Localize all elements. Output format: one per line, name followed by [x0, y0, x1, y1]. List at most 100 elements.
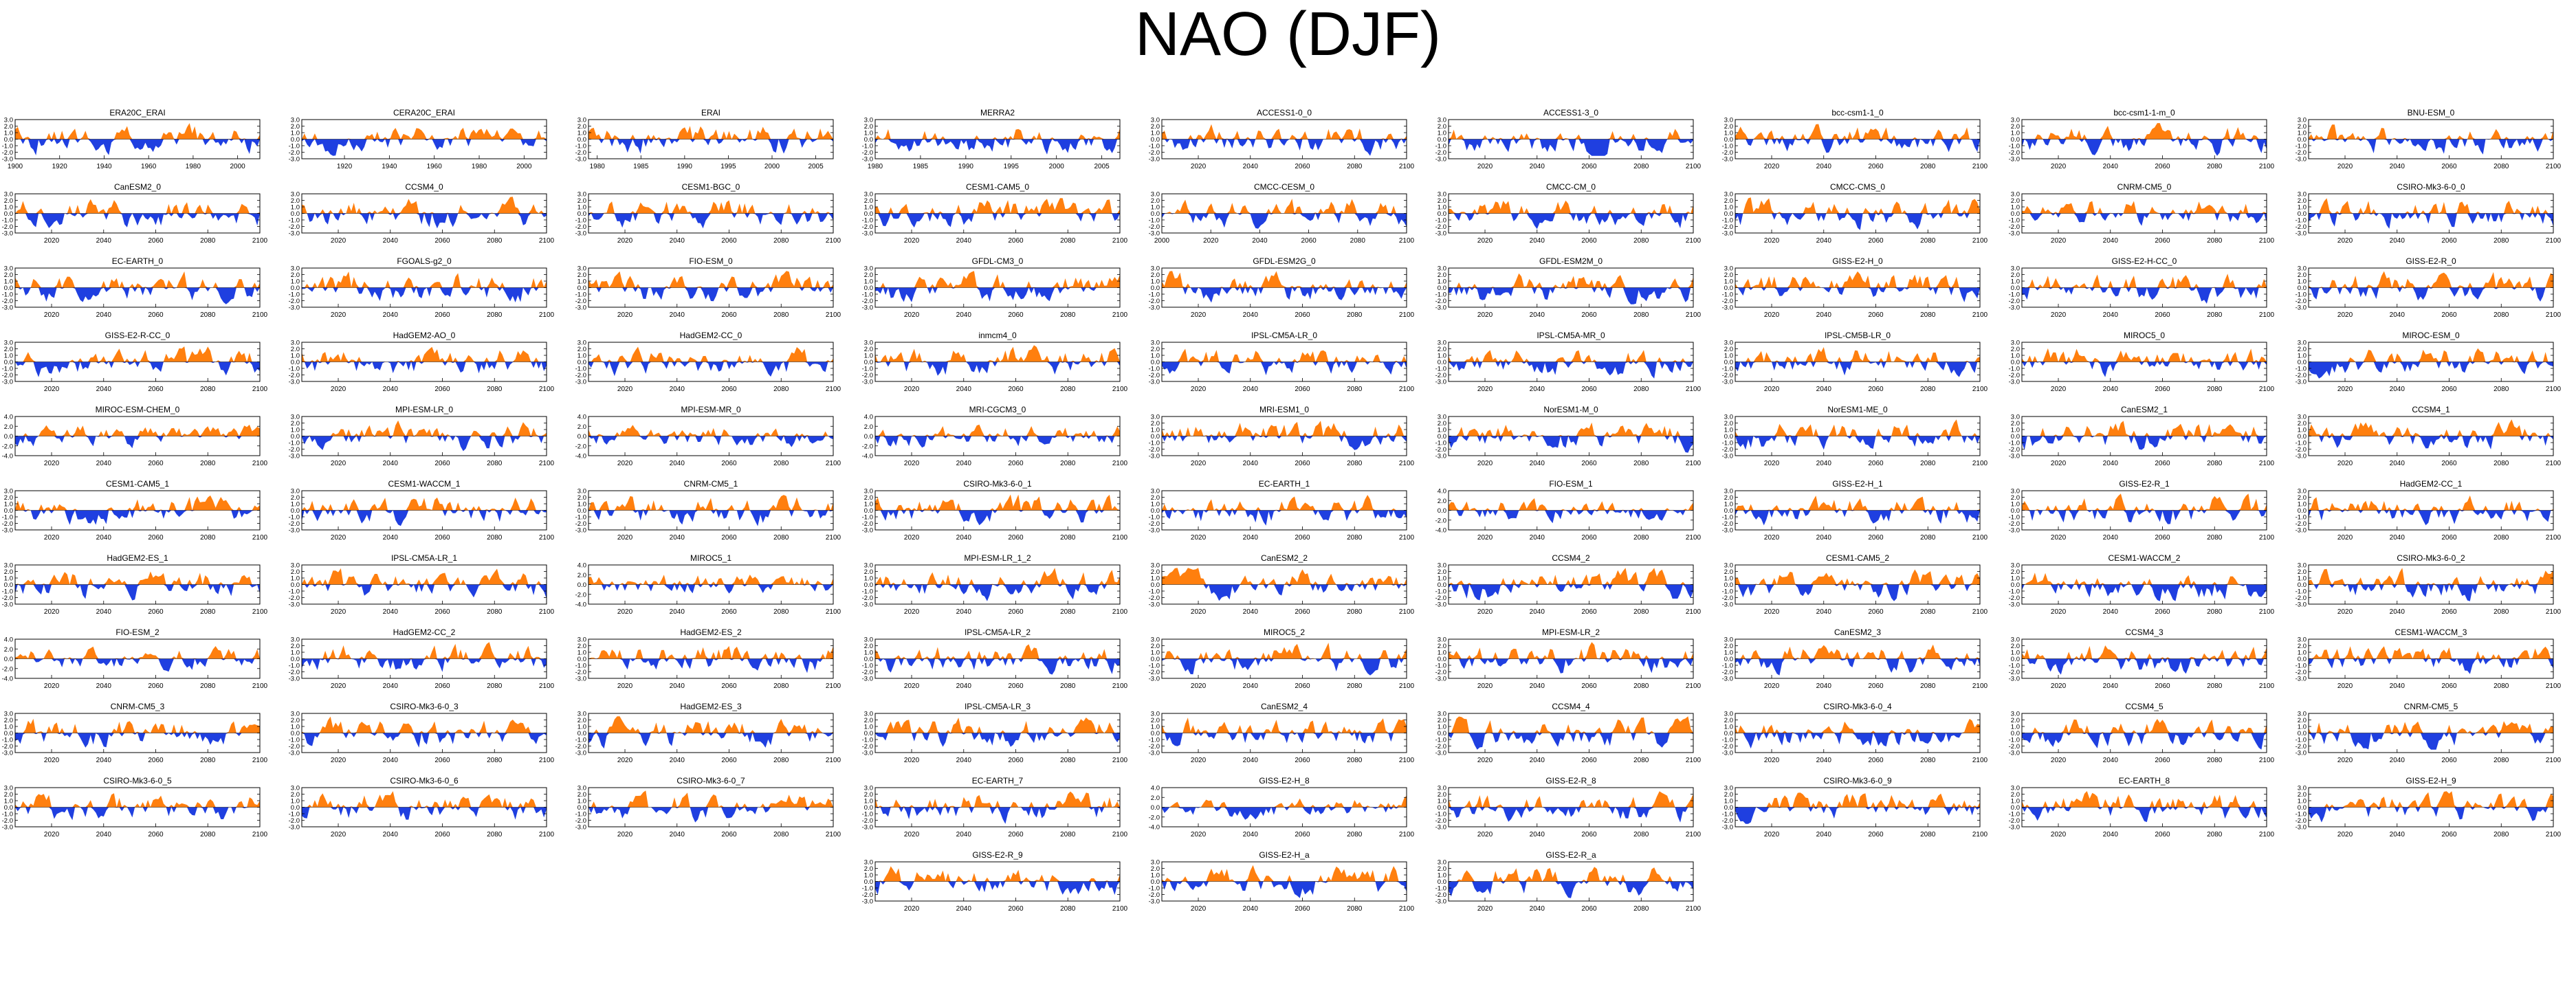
y-tick-label: 3.0	[2298, 265, 2307, 273]
x-tick-label: 2080	[2494, 311, 2509, 319]
y-tick-label: 1.0	[1438, 724, 1446, 731]
negative-area	[2309, 733, 2553, 750]
x-tick-label: 2100	[2546, 386, 2562, 393]
y-tick-label: 2.0	[4, 791, 13, 799]
x-tick-label: 2020	[331, 608, 346, 616]
y-tick-label: -1.0	[2296, 663, 2307, 670]
negative-area	[588, 436, 833, 447]
x-tick-label: 2080	[1633, 237, 1649, 245]
y-tick-label: 1.0	[864, 872, 873, 880]
x-tick-label: 2080	[773, 460, 789, 467]
y-tick-label: 2.0	[1151, 197, 1160, 205]
x-tick-label: 2040	[2103, 682, 2119, 690]
x-tick-label: 2040	[956, 682, 972, 690]
panel-title: GISS-E2-R_9	[972, 850, 1023, 860]
y-tick-label: 4.0	[4, 636, 13, 644]
y-tick-label: 1.0	[864, 501, 873, 509]
y-tick-label: -1.0	[862, 737, 873, 744]
panel-title: EC-EARTH_1	[1259, 479, 1310, 489]
positive-area	[302, 271, 547, 288]
negative-area	[875, 139, 1120, 155]
y-tick-label: -1.0	[2296, 217, 2307, 225]
y-tick-label: -2.0	[289, 298, 300, 305]
panel-CSIRO-Mk3-6-0_9: CSIRO-Mk3-6-0_9 3.02.01.00.0-1.0-2.0-3.0 2…	[1722, 776, 1988, 838]
y-tick-label: -2.0	[1435, 149, 1446, 157]
y-tick-label: 1.0	[577, 798, 586, 805]
y-tick-label: 3.0	[291, 117, 300, 124]
panel-title: CanESM2_2	[1261, 553, 1308, 563]
y-tick-label: 1.0	[1151, 575, 1160, 583]
negative-area	[2022, 362, 2267, 377]
x-tick-label: 2040	[1243, 386, 1259, 393]
y-tick-label: 3.0	[864, 711, 873, 718]
y-tick-label: 0.0	[4, 136, 13, 144]
negative-area	[1449, 658, 1693, 674]
y-tick-label: -1.0	[862, 291, 873, 299]
y-tick-label: 0.0	[1438, 878, 1446, 886]
y-tick-label: 1.0	[864, 204, 873, 212]
x-tick-label: 2060	[2441, 460, 2457, 467]
x-tick-label: 2060	[434, 237, 450, 245]
y-tick-label: -4.0	[2, 453, 13, 460]
x-tick-label: 2020	[617, 682, 633, 690]
panel-MIROC-ESM_0: MIROC-ESM_0 3.02.01.00.0-1.0-2.0-3.0 2020 2…	[2296, 331, 2562, 393]
y-tick-label: -1.0	[1435, 588, 1446, 596]
x-tick-label: 2020	[617, 608, 633, 616]
x-tick-label: 2060	[721, 386, 737, 393]
negative-area	[2022, 436, 2267, 450]
x-tick-label: 2020	[904, 831, 920, 838]
x-tick-label: 2040	[383, 386, 399, 393]
y-tick-label: -1.0	[2009, 737, 2020, 744]
x-tick-label: 2080	[487, 682, 503, 690]
y-tick-label: 3.0	[2011, 414, 2020, 421]
y-tick-label: 0.0	[4, 507, 13, 515]
y-tick-label: 1.0	[1151, 501, 1160, 509]
y-tick-label: -1.0	[2, 143, 13, 151]
x-tick-label: 2020	[904, 386, 920, 393]
panel-title: GISS-E2-H-CC_0	[2112, 256, 2177, 266]
y-tick-label: 0.0	[864, 804, 873, 812]
x-tick-label: 2080	[200, 608, 216, 616]
panel-title: CSIRO-Mk3-6-0_3	[390, 702, 459, 711]
y-tick-label: -3.0	[2, 230, 13, 238]
x-tick-label: 2040	[1243, 460, 1259, 467]
y-tick-label: 0.0	[2298, 730, 2307, 737]
y-tick-label: 1.0	[2298, 724, 2307, 731]
y-tick-label: 1.0	[1724, 130, 1733, 137]
x-tick-label: 2060	[1008, 831, 1024, 838]
y-tick-label: -3.0	[1149, 156, 1160, 164]
y-tick-label: -3.0	[575, 527, 586, 535]
x-tick-label: 2040	[1243, 831, 1259, 838]
y-tick-label: 3.0	[577, 265, 586, 273]
negative-area	[875, 436, 1120, 448]
x-tick-label: 2040	[2103, 534, 2119, 542]
panel-EC-EARTH_8: EC-EARTH_8 3.02.01.00.0-1.0-2.0-3.0 2020 20…	[2009, 776, 2275, 838]
positive-area	[2022, 791, 2267, 808]
y-tick-label: 3.0	[1151, 414, 1160, 421]
y-tick-label: 3.0	[4, 488, 13, 496]
y-tick-label: 4.0	[4, 414, 13, 421]
x-tick-label: 2080	[1920, 163, 1936, 170]
negative-area	[875, 287, 1120, 302]
positive-area	[1735, 419, 1980, 436]
y-tick-label: 0.0	[291, 581, 300, 589]
y-tick-label: -1.0	[862, 514, 873, 522]
y-tick-label: -1.0	[1722, 440, 1733, 447]
x-tick-label: 2100	[1112, 682, 1128, 690]
positive-area	[2309, 198, 2553, 214]
negative-area	[1735, 807, 1980, 824]
x-tick-label: 2060	[1295, 608, 1310, 616]
y-tick-label: 3.0	[2298, 191, 2307, 199]
negative-area	[2309, 658, 2553, 674]
x-tick-label: 2100	[539, 831, 555, 838]
positive-area	[1449, 568, 1693, 585]
y-tick-label: 1.0	[1151, 724, 1160, 731]
x-tick-label: 2020	[331, 386, 346, 393]
x-tick-label: 2100	[2546, 682, 2562, 690]
negative-area	[1735, 213, 1980, 230]
x-tick-label: 2040	[956, 608, 972, 616]
y-tick-label: 1.0	[1724, 798, 1733, 805]
x-tick-label: 2040	[383, 831, 399, 838]
negative-area	[1735, 362, 1980, 377]
y-tick-label: -4.0	[575, 453, 586, 460]
